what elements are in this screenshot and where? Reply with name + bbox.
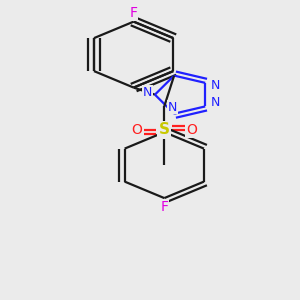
Text: S: S	[159, 122, 170, 137]
Text: N: N	[211, 96, 220, 109]
Text: N: N	[143, 86, 152, 99]
Text: O: O	[131, 123, 142, 137]
Text: N: N	[210, 79, 220, 92]
Text: F: F	[130, 6, 138, 20]
Text: F: F	[160, 200, 168, 214]
Text: O: O	[187, 123, 198, 137]
Text: N: N	[168, 100, 177, 114]
